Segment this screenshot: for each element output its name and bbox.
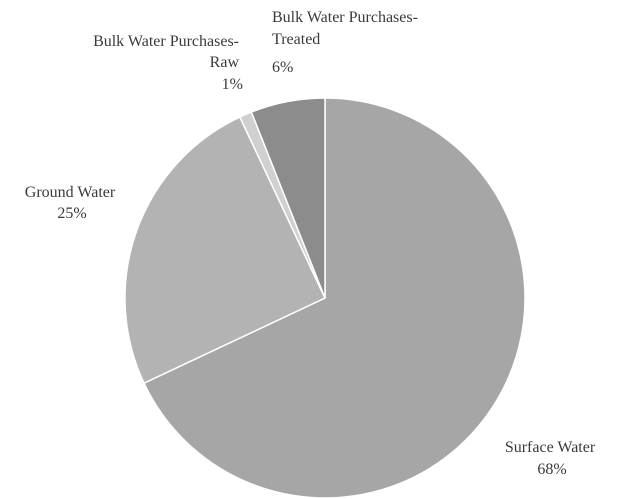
pie-labels: Bulk Water Purchases- Raw 1% Bulk Water … bbox=[25, 9, 599, 478]
label-bulk-raw-value: 1% bbox=[222, 76, 243, 93]
label-ground-water-line1: Ground Water bbox=[25, 184, 116, 201]
label-bulk-raw-line1: Bulk Water Purchases- bbox=[93, 33, 239, 50]
label-bulk-treated: Bulk Water Purchases- Treated 6% bbox=[272, 9, 422, 76]
label-bulk-raw-line2: Raw bbox=[210, 54, 240, 71]
pie-slice-surface-water bbox=[143, 97, 526, 499]
pie-slice-ground-water bbox=[124, 116, 326, 385]
label-bulk-treated-value: 6% bbox=[272, 59, 293, 76]
label-bulk-treated-line1: Bulk Water Purchases- bbox=[272, 9, 418, 26]
label-ground-water: Ground Water 25% bbox=[25, 184, 119, 222]
label-surface-water: Surface Water 68% bbox=[505, 439, 599, 478]
pie-slices bbox=[124, 97, 526, 499]
label-bulk-raw: Bulk Water Purchases- Raw 1% bbox=[93, 33, 243, 93]
pie-slice-bulk-water-purchases-treated bbox=[250, 97, 326, 299]
label-surface-water-value: 68% bbox=[537, 461, 566, 478]
label-bulk-treated-line2: Treated bbox=[272, 31, 320, 48]
label-ground-water-value: 25% bbox=[57, 205, 86, 222]
label-surface-water-line1: Surface Water bbox=[505, 439, 596, 456]
